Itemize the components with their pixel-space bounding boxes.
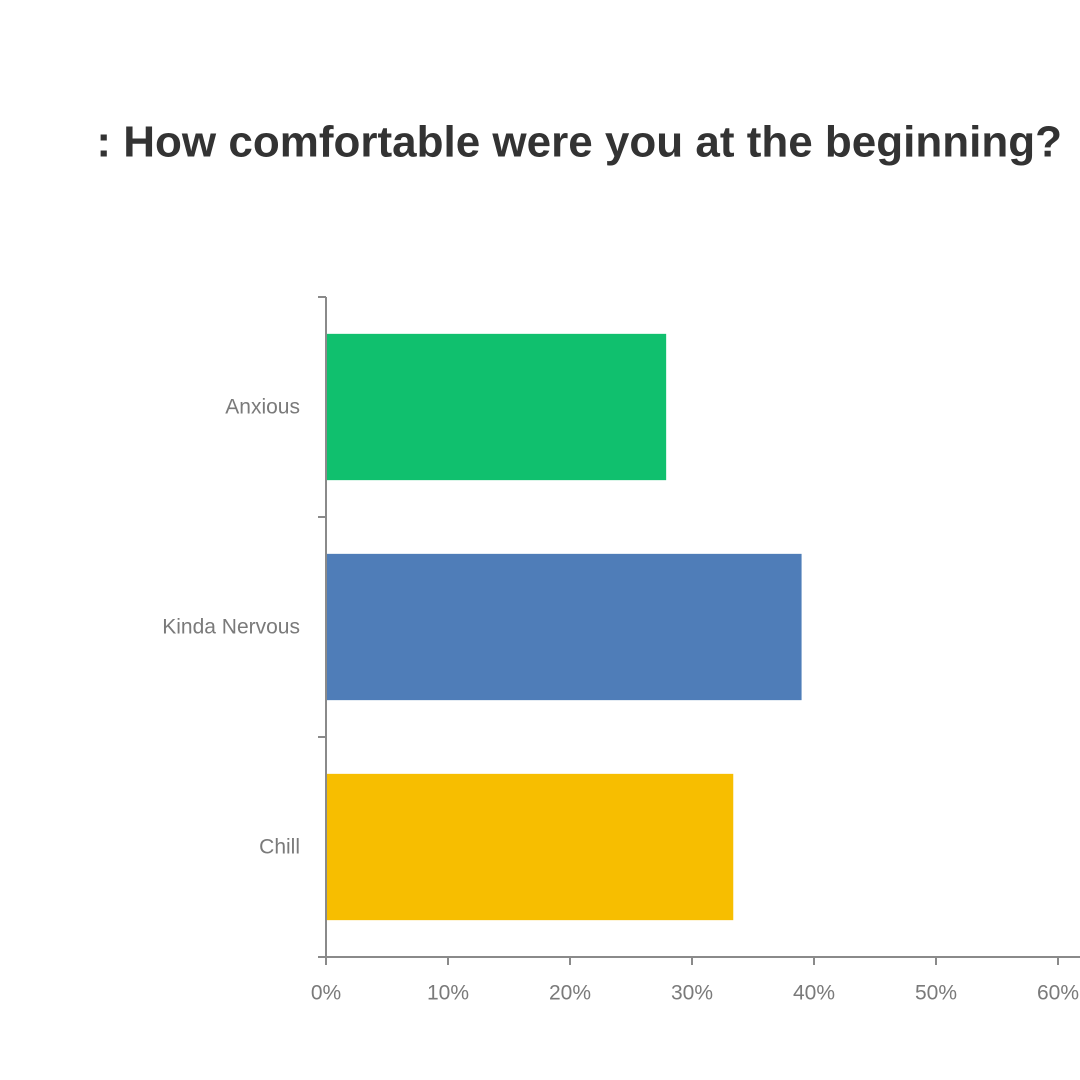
chart-title: : How comfortable were you at the beginn… <box>96 118 1062 167</box>
x-tick-label: 50% <box>915 982 957 1005</box>
x-tick-label: 40% <box>793 982 835 1005</box>
y-tick-label: Chill <box>259 836 300 859</box>
bar <box>327 553 802 701</box>
x-tick-label: 10% <box>427 982 469 1005</box>
bar <box>327 333 667 481</box>
bar <box>327 773 734 921</box>
x-tick-label: 20% <box>549 982 591 1005</box>
x-tick-label: 30% <box>671 982 713 1005</box>
y-tick-label: Anxious <box>225 396 300 419</box>
x-tick-label: 0% <box>311 982 341 1005</box>
y-tick-label: Kinda Nervous <box>162 616 300 639</box>
x-tick-label: 60% <box>1037 982 1079 1005</box>
